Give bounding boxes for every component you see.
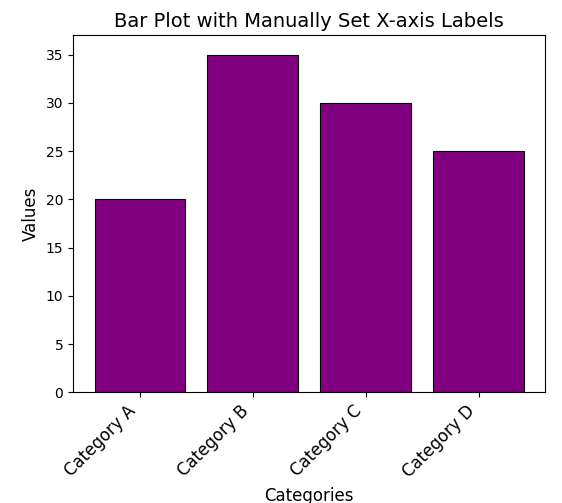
Bar (433, 151, 524, 392)
X-axis label: Categories: Categories (264, 487, 354, 503)
Bar (94, 199, 185, 392)
Bar (207, 54, 298, 392)
Bar (320, 103, 411, 392)
Y-axis label: Values: Values (22, 187, 40, 241)
Title: Bar Plot with Manually Set X-axis Labels: Bar Plot with Manually Set X-axis Labels (114, 12, 504, 31)
